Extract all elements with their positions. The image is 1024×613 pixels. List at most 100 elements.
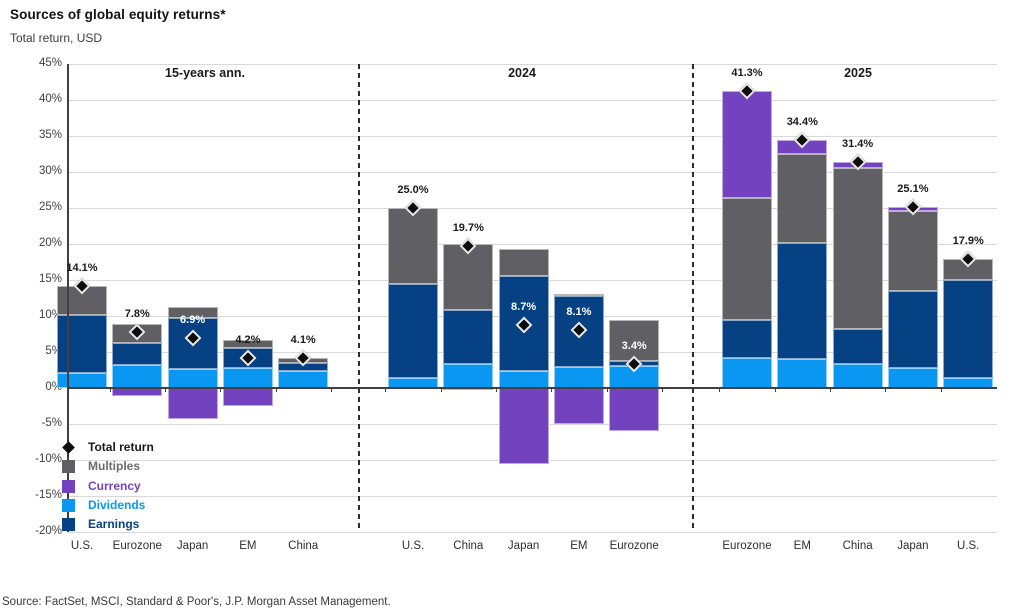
currency-segment-eurozone: [112, 388, 163, 396]
legend-label-dividends: Dividends: [88, 497, 146, 512]
earnings-segment-us: [57, 314, 107, 373]
y-axis-tick-label: 10%: [38, 309, 62, 321]
y-axis-tick-label: -10%: [35, 453, 62, 465]
x-axis-category-label: Eurozone: [609, 540, 659, 552]
multiples-segment-japan: [167, 307, 218, 319]
dividends-segment-japan: [498, 370, 549, 388]
bar-value-label: 3.4%: [621, 339, 647, 352]
group-separator: [692, 64, 694, 532]
dividends-segment-eurozone: [112, 364, 163, 388]
total-return-diamond-icon: [62, 441, 75, 454]
gridline: [68, 100, 997, 101]
dividends-segment-china: [832, 364, 883, 388]
currency-segment-eurozone: [722, 90, 772, 198]
source-note: Source: FactSet, MSCI, Standard & Poor's…: [2, 596, 391, 608]
dividends-segment-china: [278, 370, 329, 388]
gridline: [68, 64, 997, 65]
zero-axis-tick: [774, 388, 776, 392]
bar-value-label: 14.1%: [66, 262, 98, 275]
x-axis-category-label: Eurozone: [112, 540, 162, 552]
earnings-segment-china: [278, 362, 329, 371]
multiples-segment-em: [553, 293, 604, 296]
group-title: 15-years ann.: [165, 66, 245, 80]
multiples-segment-eurozone: [609, 320, 660, 362]
bar-value-label: 41.3%: [731, 66, 763, 79]
dividends-segment-china: [443, 363, 494, 388]
x-axis-category-label: EM: [570, 540, 588, 552]
zero-axis-tick: [606, 388, 608, 392]
dividends-segment-em: [777, 359, 828, 388]
earnings-segment-em: [777, 242, 828, 360]
x-axis-category-label: China: [453, 540, 484, 552]
dividends-segment-us: [57, 372, 107, 388]
dividends-swatch-icon: [62, 498, 75, 512]
legend-item-currency: Currency: [62, 479, 212, 495]
dividends-segment-japan: [887, 367, 938, 388]
x-axis-category-label: U.S.: [401, 540, 425, 552]
currency-swatch-icon: [62, 479, 75, 493]
y-axis-tick-label: 20%: [38, 237, 62, 249]
legend-item-multiples: Multiples: [62, 459, 212, 475]
multiples-segment-em: [777, 154, 828, 243]
chart-subtitle: Total return, USD: [10, 31, 103, 45]
zero-axis-tick: [495, 388, 497, 392]
y-axis-tick-label: 30%: [38, 165, 62, 177]
dividends-segment-japan: [167, 369, 218, 388]
multiples-segment-us: [943, 259, 994, 280]
y-axis-tick-label: 40%: [38, 93, 62, 105]
earnings-segment-eurozone: [112, 343, 163, 365]
dividends-segment-em: [222, 367, 273, 388]
x-axis-category-label: EM: [793, 540, 811, 552]
currency-segment-eurozone: [609, 388, 660, 432]
chart-title: Sources of global equity returns*: [10, 7, 226, 22]
bar-value-label: 6.9%: [180, 314, 206, 327]
dividends-segment-em: [553, 367, 604, 388]
bar-value-label: 34.4%: [786, 116, 818, 129]
zero-axis-tick: [885, 388, 887, 392]
y-axis-tick-label: 15%: [38, 273, 62, 285]
dividends-segment-us: [388, 377, 438, 388]
x-axis-category-label: U.S.: [70, 540, 94, 552]
y-axis-tick-label: -5%: [41, 417, 62, 429]
earnings-segment-china: [832, 328, 883, 365]
currency-segment-japan: [498, 388, 549, 465]
zero-axis-tick: [829, 388, 831, 392]
group-separator: [358, 64, 360, 532]
y-axis-tick-label: 45%: [38, 57, 62, 69]
zero-axis-tick: [719, 388, 721, 392]
bar-value-label: 8.1%: [566, 305, 592, 318]
x-axis-category-label: Japan: [176, 540, 209, 552]
zero-axis-tick: [940, 388, 942, 392]
bar-value-label: 19.7%: [452, 222, 484, 235]
multiples-segment-japan: [498, 249, 549, 277]
multiples-segment-us: [388, 208, 438, 285]
bar-value-label: 8.7%: [511, 301, 537, 314]
gridline: [68, 208, 997, 209]
zero-axis-tick: [330, 388, 332, 392]
zero-axis-tick: [551, 388, 553, 392]
earnings-segment-japan: [887, 290, 938, 368]
currency-segment-em: [222, 388, 273, 406]
currency-segment-japan: [167, 388, 218, 419]
multiples-segment-china: [443, 244, 494, 310]
bar-value-label: 7.8%: [124, 307, 150, 320]
x-axis-category-label: Eurozone: [722, 540, 772, 552]
gridline: [68, 244, 997, 245]
x-axis-category-label: China: [842, 540, 873, 552]
y-axis-line: [67, 64, 69, 532]
group-title: 2024: [508, 66, 536, 80]
gridline: [68, 496, 997, 497]
zero-axis-tick: [109, 388, 111, 392]
bar-value-label: 31.4%: [841, 137, 874, 150]
bar-value-label: 25.1%: [897, 183, 929, 196]
y-axis-tick-label: -20%: [35, 525, 62, 537]
legend-label-currency: Currency: [88, 478, 141, 493]
legend-label-multiples: Multiples: [88, 459, 141, 474]
x-axis-category-label: Japan: [507, 540, 540, 552]
earnings-swatch-icon: [62, 518, 75, 532]
legend-label-earnings: Earnings: [88, 517, 140, 532]
multiples-segment-japan: [887, 210, 938, 291]
gridline: [68, 532, 997, 533]
multiples-segment-eurozone: [722, 197, 772, 321]
